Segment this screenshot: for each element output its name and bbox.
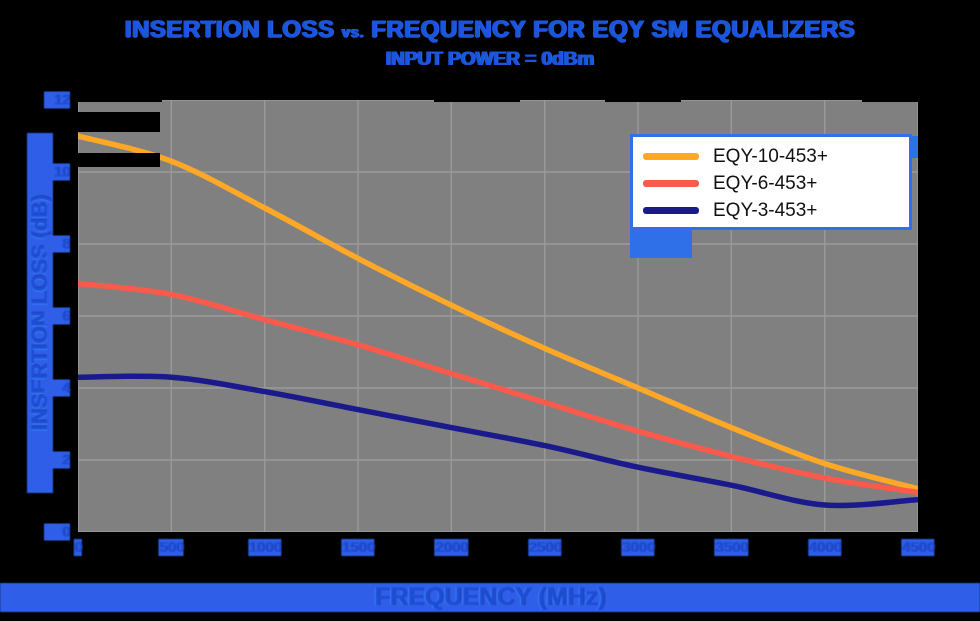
legend-item-label: EQY-10-453+ bbox=[713, 145, 828, 167]
y-tick-label: 4 bbox=[44, 379, 70, 397]
x-tick-label: 0 bbox=[73, 539, 83, 556]
chart-title-line-1: INSERTION LOSS vs. FREQUENCY FOR EQY SM … bbox=[0, 16, 980, 47]
legend-color-swatch bbox=[643, 153, 699, 160]
series-line bbox=[78, 133, 918, 492]
legend-item-label: EQY-6-453+ bbox=[713, 172, 818, 194]
series-line bbox=[78, 373, 918, 509]
legend-color-swatch bbox=[643, 207, 699, 214]
x-tick-label: 4000 bbox=[807, 539, 842, 556]
plot-svg bbox=[78, 100, 918, 532]
x-tick-label: 1500 bbox=[341, 539, 375, 556]
chart-title-block: INSERTION LOSS vs. FREQUENCY FOR EQY SM … bbox=[0, 16, 980, 73]
y-tick-label: 0 bbox=[44, 523, 70, 541]
series-lines bbox=[78, 133, 918, 509]
title-main-text: INSERTION LOSS bbox=[124, 16, 335, 43]
legend-color-swatch bbox=[643, 180, 699, 187]
legend-item[interactable]: EQY-6-453+ bbox=[643, 170, 899, 197]
y-tick-label: 2 bbox=[44, 451, 70, 469]
x-tick-label: 1000 bbox=[247, 539, 282, 556]
legend-item[interactable]: EQY-10-453+ bbox=[643, 143, 899, 170]
title-vs-text: vs. bbox=[341, 24, 365, 41]
series-line bbox=[78, 280, 918, 496]
chart-subtitle: INPUT POWER = 0dBm bbox=[385, 49, 595, 70]
y-tick-label: 8 bbox=[44, 235, 70, 253]
artifact-block bbox=[0, 556, 980, 582]
x-tick-label: 500 bbox=[158, 539, 184, 556]
y-tick-label: 12 bbox=[44, 91, 70, 109]
y-tick-label: 10 bbox=[44, 163, 70, 181]
x-tick-label: 4500 bbox=[901, 539, 935, 556]
x-tick-label: 2500 bbox=[527, 539, 562, 556]
legend-item-label: EQY-3-453+ bbox=[713, 199, 818, 221]
title-rest-text: FREQUENCY FOR EQY SM EQUALIZERS bbox=[371, 16, 856, 43]
legend-item[interactable]: EQY-3-453+ bbox=[643, 197, 899, 224]
chart-legend: EQY-10-453+ EQY-6-453+ EQY-3-453+ bbox=[630, 134, 912, 230]
x-axis-title: FREQUENCY (MHz) bbox=[0, 583, 980, 612]
y-tick-label: 6 bbox=[44, 307, 70, 325]
x-tick-label: 2000 bbox=[434, 539, 469, 556]
x-tick-label: 3500 bbox=[714, 539, 749, 556]
x-tick-label: 3000 bbox=[621, 539, 655, 556]
